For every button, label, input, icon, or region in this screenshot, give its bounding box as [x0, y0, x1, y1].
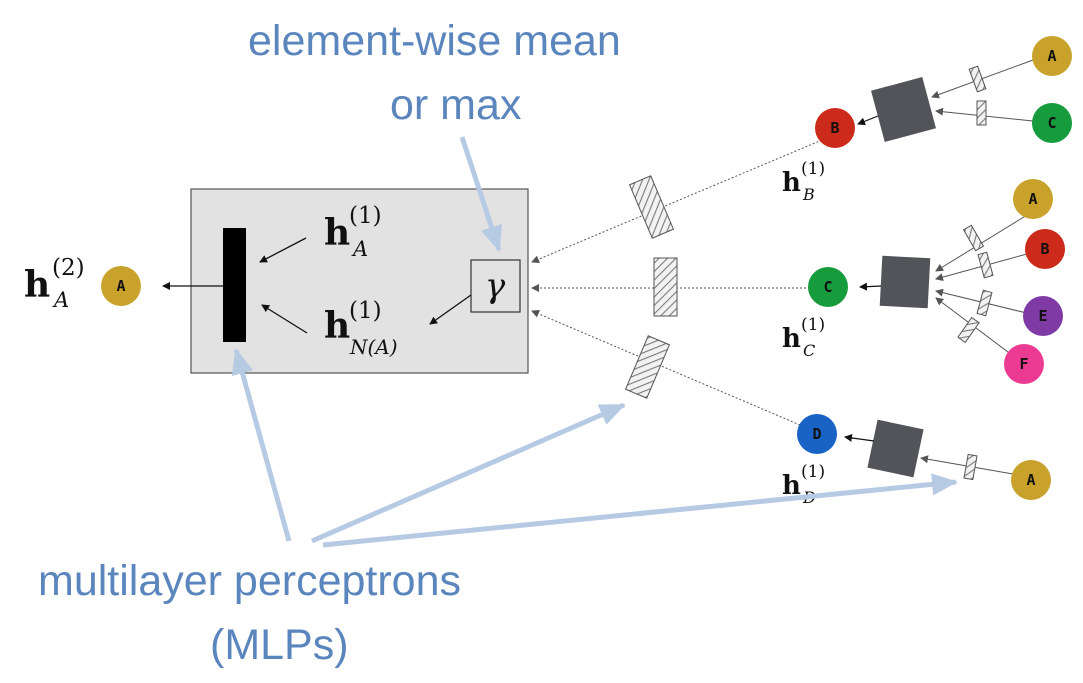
pointer-mlp-neighbor: [322, 473, 958, 548]
update-mlp-bar: [223, 228, 246, 342]
pointer-mlp-message: [311, 402, 626, 544]
svg-text:N(A): N(A): [349, 335, 398, 359]
hatch-c-b: [977, 251, 994, 279]
arrow-self-to-bar: [259, 237, 307, 263]
mlp-block-c: [879, 255, 931, 309]
svg-text:A: A: [116, 277, 125, 295]
output-node-a: A: [101, 266, 141, 306]
svg-text:D: D: [812, 425, 821, 443]
hatch-b-a: [968, 65, 987, 93]
label-hNA1: h (1) N(A): [324, 298, 398, 359]
mlp-block-b: [871, 77, 936, 142]
arrow-block-to-b: [857, 115, 879, 126]
svg-text:C: C: [1047, 114, 1056, 132]
aggregator-annotation-line2: or max: [390, 81, 522, 129]
message-line-b: [531, 139, 823, 263]
message-mlp-b: [628, 175, 675, 239]
node-c-neighbor-b: B: [1025, 229, 1065, 269]
node-b: B: [815, 108, 855, 148]
svg-text:h: h: [782, 324, 801, 354]
svg-text:h: h: [24, 264, 50, 306]
svg-text:C: C: [823, 278, 832, 296]
svg-text:A: A: [52, 288, 69, 312]
svg-text:B: B: [802, 185, 815, 204]
gamma-symbol: γ: [485, 266, 506, 306]
svg-text:(1): (1): [349, 203, 382, 229]
node-d: D: [797, 414, 837, 454]
node-c: C: [808, 267, 848, 307]
svg-text:(1): (1): [801, 315, 825, 335]
mlp-annotation-line1: multilayer perceptrons: [38, 557, 462, 605]
label-hA2: h (2) A: [24, 255, 85, 312]
node-c-neighbor-a: A: [1013, 179, 1053, 219]
node-b-neighbor-a: A: [1032, 36, 1072, 76]
svg-text:(1): (1): [801, 159, 825, 179]
svg-text:h: h: [324, 212, 350, 254]
arrow-block-to-c: [859, 282, 882, 291]
svg-text:F: F: [1019, 355, 1028, 373]
arrow-block-to-d: [844, 433, 875, 442]
node-c-neighbor-e: E: [1023, 296, 1063, 336]
pointer-aggregator: [459, 136, 502, 252]
message-line-d: [531, 310, 801, 426]
svg-text:(2): (2): [52, 255, 85, 281]
hatch-c-e: [976, 289, 993, 317]
label-hB1: h (1) B: [782, 159, 825, 204]
mlp-block-d: [867, 419, 924, 478]
hatch-c-f: [957, 316, 980, 344]
svg-text:B: B: [830, 119, 839, 137]
label-hC1: h (1) C: [782, 315, 825, 360]
svg-text:C: C: [803, 341, 815, 360]
pointer-mlp-update: [231, 348, 292, 542]
svg-text:(1): (1): [349, 298, 382, 324]
arrow-neigh-to-bar: [261, 304, 308, 334]
mlp-annotation-line2: (MLPs): [210, 621, 349, 669]
svg-text:h: h: [324, 305, 350, 347]
svg-text:h: h: [782, 471, 801, 501]
label-hA1: h (1) A: [324, 203, 382, 261]
arrow-gamma-to-neigh: [429, 294, 472, 325]
svg-text:E: E: [1038, 307, 1047, 325]
svg-text:(1): (1): [801, 462, 825, 482]
svg-text:A: A: [1026, 471, 1035, 489]
node-c-neighbor-f: F: [1004, 344, 1044, 384]
hatch-b-c: [976, 100, 987, 126]
svg-text:A: A: [1028, 190, 1037, 208]
message-mlp-d: [624, 335, 671, 399]
edge-c-from-a: [935, 211, 1033, 272]
svg-text:B: B: [1040, 240, 1049, 258]
node-b-neighbor-c: C: [1032, 103, 1072, 143]
aggregator-annotation-line1: element-wise mean: [248, 17, 621, 65]
aggregator-gamma-box: [470, 259, 521, 313]
node-d-neighbor-a: A: [1011, 460, 1051, 500]
hatch-c-a: [962, 224, 985, 252]
svg-text:A: A: [1047, 47, 1056, 65]
message-mlp-c: [653, 257, 678, 317]
hatch-d-a: [963, 453, 978, 481]
svg-text:A: A: [351, 237, 368, 261]
svg-text:h: h: [782, 168, 801, 198]
